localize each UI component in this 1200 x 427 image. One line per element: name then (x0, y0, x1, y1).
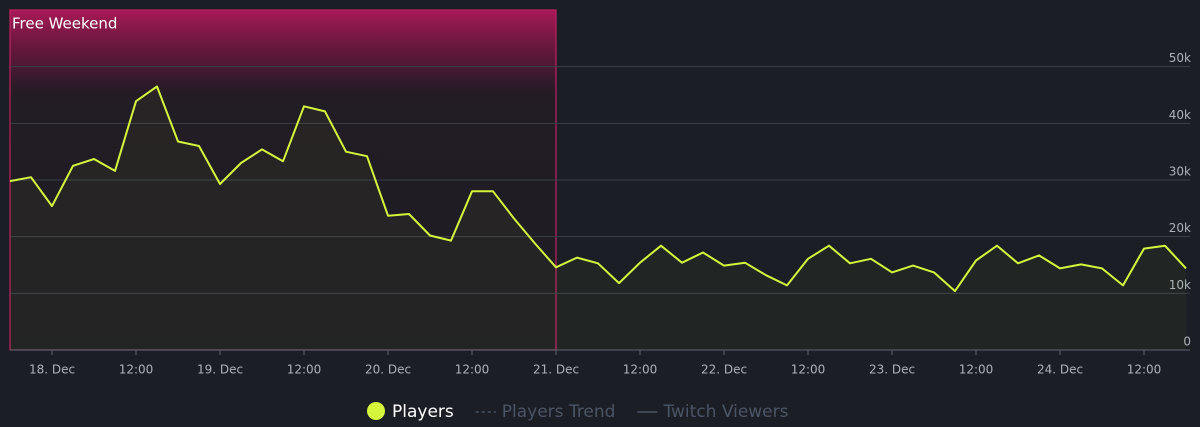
legend: Players Players Trend Twitch Viewers (367, 402, 789, 422)
legend-label: Twitch Viewers (662, 402, 788, 422)
x-tick-label: 12:00 (959, 363, 994, 377)
background-layer: Free Weekend 0 10k 20k 30k 40k 50k 18. Dec 12:00… (9, 9, 1191, 377)
y-tick-label: 10k (1169, 278, 1191, 292)
x-tick-label: 18. Dec (29, 363, 75, 377)
x-tick-label: 12:00 (119, 363, 154, 377)
plot-layer (9, 85, 1187, 350)
y-tick-label: 30k (1169, 165, 1191, 179)
x-tick-label: 19. Dec (197, 363, 243, 377)
x-tick-label: 12:00 (455, 363, 490, 377)
line (9, 85, 1187, 293)
legend-label: Players (392, 402, 454, 422)
x-tick-label: 21. Dec (533, 363, 579, 377)
y-tick-label: 40k (1169, 108, 1191, 122)
x-tick-label: 23. Dec (869, 363, 915, 377)
legend-marker (367, 402, 385, 420)
x-tick-label: 12:00 (623, 363, 658, 377)
x-tick-label: 12:00 (1127, 363, 1162, 377)
legend-label: Players Trend (502, 402, 616, 422)
y-tick-label: 20k (1169, 221, 1191, 235)
y-tick-label: 0 (1183, 335, 1191, 349)
x-tick-label: 12:00 (287, 363, 322, 377)
y-tick-label: 50k (1169, 51, 1191, 65)
x-tick-label: 22. Dec (701, 363, 747, 377)
annotation-label: Free Weekend (12, 15, 117, 33)
x-tick-label: 12:00 (791, 363, 826, 377)
area (10, 86, 1186, 350)
x-tick-label: 20. Dec (365, 363, 411, 377)
x-tick-label: 24. Dec (1037, 363, 1083, 377)
